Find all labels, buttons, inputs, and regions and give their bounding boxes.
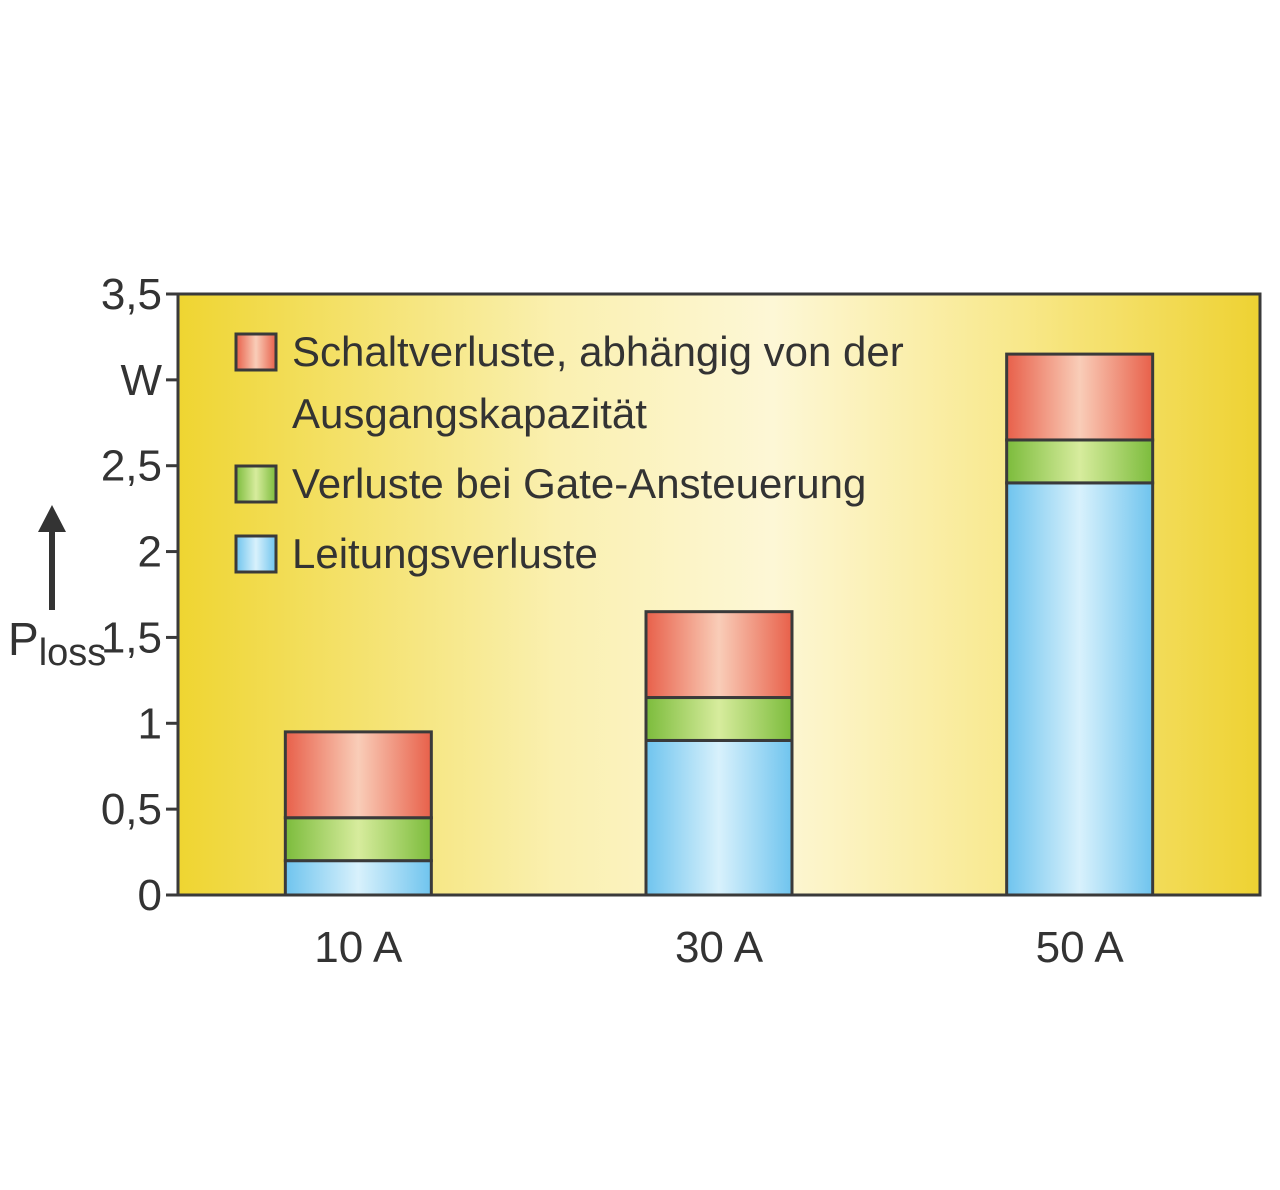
bar-segment-schalt	[1005, 352, 1155, 442]
y-tick-label: 0	[138, 871, 162, 920]
y-axis-label: Ploss	[8, 505, 106, 674]
bar-segment-gate	[644, 696, 794, 742]
legend-label: Ausgangskapazität	[292, 390, 647, 437]
y-tick-label: 1,5	[101, 613, 162, 662]
y-tick-label: 1	[138, 699, 162, 748]
legend-swatch	[234, 464, 278, 504]
bar-segment-leitung	[1005, 481, 1155, 897]
x-category-label: 30 A	[675, 923, 764, 972]
bar-segment-gate	[1005, 438, 1155, 485]
bar-segment-schalt	[283, 730, 433, 820]
legend-swatch	[234, 332, 278, 372]
svg-text:Ploss: Ploss	[8, 613, 106, 674]
y-tick-label: 3,5	[101, 270, 162, 319]
y-tick-label: 0,5	[101, 785, 162, 834]
y-tick-label: W	[120, 356, 162, 405]
y-tick-label: 2,5	[101, 442, 162, 491]
y-ticks: 0 0,5 1 1,5 2 2,5 W 3,5	[101, 270, 178, 920]
legend-swatch	[234, 534, 278, 574]
ylabel-sub: loss	[39, 632, 107, 674]
bars-layer	[283, 352, 1155, 897]
bar-segment-schalt	[644, 610, 794, 700]
up-arrow-icon	[38, 505, 66, 610]
x-category-label: 10 A	[314, 923, 403, 972]
ylabel-main: P	[8, 613, 39, 665]
legend-label: Leitungsverluste	[292, 530, 598, 577]
bar-segment-leitung	[644, 738, 794, 897]
x-labels: 10 A 30 A 50 A	[314, 923, 1124, 972]
bar-segment-leitung	[283, 859, 433, 897]
y-tick-label: 2	[138, 528, 162, 577]
legend: Schaltverluste, abhängig von der Ausgangs…	[234, 328, 904, 577]
x-category-label: 50 A	[1036, 923, 1125, 972]
legend-label: Verluste bei Gate-Ansteuerung	[292, 460, 866, 507]
bar-segment-gate	[283, 816, 433, 863]
legend-label: Schaltverluste, abhängig von der	[292, 328, 904, 375]
